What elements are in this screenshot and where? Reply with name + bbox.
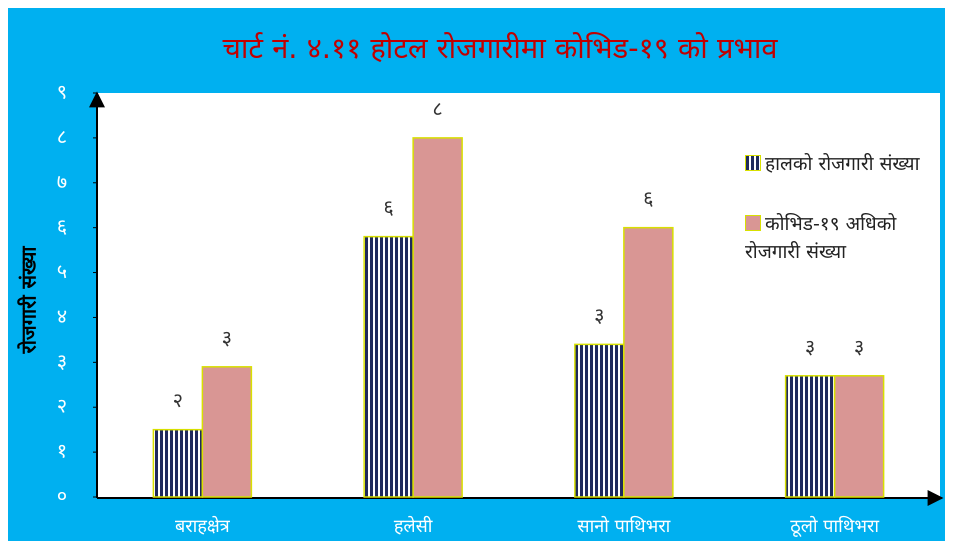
- y-tick-label: ३: [57, 349, 67, 373]
- y-tick-label: ७: [57, 169, 67, 193]
- value-label: ६: [643, 186, 653, 210]
- x-tick-label: ठूलो पाथिभरा: [790, 515, 879, 537]
- y-tick-label: ६: [57, 214, 67, 238]
- value-label: ३: [854, 334, 864, 358]
- y-tick-label: ८: [57, 124, 67, 148]
- chart-title: चार्ट नं. ४.११ होटल रोजगारीमा कोभिड-१९ क…: [222, 31, 778, 65]
- bar: [574, 343, 625, 498]
- value-label: ३: [805, 334, 815, 358]
- value-label: २: [173, 388, 183, 412]
- legend-entry: हालको रोजगारी संख्या: [745, 150, 925, 178]
- x-tick-label: बराहक्षेत्र: [175, 515, 231, 537]
- y-tick-label: ४: [57, 304, 67, 328]
- y-tick-label: ५: [57, 259, 67, 283]
- value-label: ३: [222, 325, 232, 349]
- value-label: ६: [383, 195, 393, 219]
- y-tick-label: १: [57, 439, 67, 463]
- bar: [201, 366, 253, 498]
- bar: [833, 375, 885, 498]
- bar: [623, 226, 674, 498]
- legend-swatch: [745, 215, 761, 231]
- bar: [784, 375, 836, 498]
- bar: [412, 137, 463, 498]
- legend-label: कोभिड-१९ अधिको रोजगारी संख्या: [745, 213, 897, 263]
- x-tick-label: सानो पाथिभरा: [577, 515, 670, 537]
- bar: [152, 428, 204, 498]
- bar: [363, 235, 414, 498]
- value-label: ८: [432, 96, 442, 120]
- legend-entry: कोभिड-१९ अधिको रोजगारी संख्या: [745, 210, 925, 266]
- y-tick-label: २: [57, 394, 67, 418]
- legend-swatch: [745, 155, 761, 171]
- legend-label: हालको रोजगारी संख्या: [765, 153, 920, 175]
- y-tick-label: ०: [57, 484, 67, 508]
- y-tick-label: ९: [57, 80, 67, 104]
- y-axis-label: रोजगारी संख्या: [17, 246, 41, 355]
- x-tick-label: हलेसी: [394, 515, 433, 537]
- value-label: ३: [594, 303, 604, 327]
